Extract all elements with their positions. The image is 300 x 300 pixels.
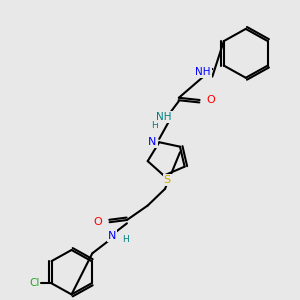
Text: N: N	[148, 137, 157, 147]
Text: H: H	[122, 236, 129, 244]
Text: O: O	[94, 217, 103, 227]
Text: O: O	[207, 95, 215, 105]
Text: N: N	[108, 231, 116, 241]
Text: S: S	[164, 175, 171, 185]
Text: NH: NH	[156, 112, 172, 122]
Text: Cl: Cl	[29, 278, 39, 288]
Text: NH: NH	[195, 67, 211, 77]
Text: H: H	[151, 121, 158, 130]
